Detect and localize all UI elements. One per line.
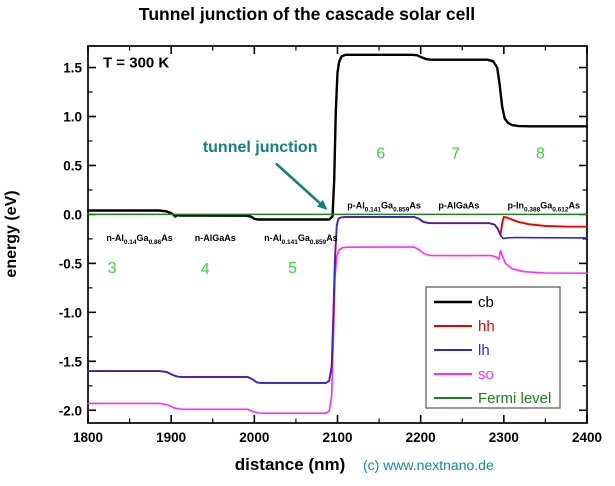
material-label-segment: 0.14 — [124, 239, 137, 246]
y-tick-label: 0.0 — [63, 207, 82, 222]
material-label: n-AlGaAs — [195, 233, 236, 243]
region-number: 5 — [288, 260, 297, 277]
x-tick-label: 1800 — [73, 430, 103, 445]
y-tick-label: -1.0 — [59, 305, 82, 320]
material-label: p-In0.388Ga0.612As — [507, 201, 580, 214]
legend-label: so — [478, 366, 494, 383]
region-number: 7 — [451, 146, 460, 163]
x-tick-label: 2200 — [406, 430, 436, 445]
region-number: 6 — [376, 146, 385, 163]
material-label-segment: 0.859 — [310, 239, 327, 246]
tunnel-junction-arrow-icon — [275, 162, 328, 210]
material-label-segment: p-In — [507, 201, 524, 211]
y-tick-label: 1.5 — [63, 61, 82, 76]
x-axis-label: distance (nm) — [235, 455, 346, 474]
material-label-segment: n-AlGaAs — [195, 233, 236, 243]
y-tick-label: -1.5 — [59, 354, 83, 369]
x-tick-label: 1900 — [156, 430, 186, 445]
material-label: p-Al0.141Ga0.859As — [347, 201, 421, 214]
x-tick-label: 2100 — [322, 430, 352, 445]
material-label-segment: Ga — [381, 201, 394, 211]
legend-item-hh: hh — [434, 318, 495, 335]
legend-label: lh — [478, 342, 490, 359]
material-label-segment: 0.612 — [552, 207, 569, 214]
x-tick-label: 2400 — [572, 430, 602, 445]
y-tick-label: -0.5 — [59, 256, 83, 271]
material-label-segment: As — [161, 233, 173, 243]
material-label-segment: Ga — [540, 201, 553, 211]
material-label-segment: 0.388 — [524, 207, 541, 214]
series-line-lh — [87, 216, 588, 384]
y-tick-label: 1.0 — [63, 110, 82, 125]
legend-box — [425, 286, 561, 409]
y-axis-label: energy (eV) — [3, 190, 20, 277]
material-label-segment: p-Al — [347, 201, 365, 211]
region-number: 3 — [108, 260, 117, 277]
legend-item-cb: cb — [434, 294, 494, 311]
tunnel-junction-annotation: tunnel junction — [203, 139, 318, 156]
x-tick-label: 2300 — [489, 430, 519, 445]
legend-item-fermi-level: Fermi level — [434, 390, 551, 407]
legend-label: hh — [478, 318, 495, 335]
region-number: 8 — [536, 146, 545, 163]
legend-label: Fermi level — [478, 390, 551, 407]
x-tick-label: 2000 — [239, 430, 269, 445]
chart-title: Tunnel junction of the cascade solar cel… — [139, 4, 475, 24]
material-label-segment: 0.86 — [149, 239, 162, 246]
material-label: p-AlGaAs — [438, 201, 479, 211]
material-label-segment: p-AlGaAs — [438, 201, 479, 211]
copyright-text: (c) www.nextnano.de — [363, 457, 494, 473]
material-label-segment: As — [326, 233, 338, 243]
legend-item-so: so — [434, 366, 494, 383]
material-label: n-Al0.14Ga0.86As — [106, 233, 172, 246]
material-label-segment: Ga — [298, 233, 311, 243]
series-line-cb — [86, 53, 589, 221]
material-label-segment: As — [409, 201, 421, 211]
y-tick-label: -2.0 — [59, 403, 82, 418]
material-label-segment: 0.141 — [365, 207, 382, 214]
material-label-segment: 0.141 — [282, 239, 299, 246]
material-label-segment: Ga — [137, 233, 150, 243]
material-label-segment: 0.859 — [393, 207, 410, 214]
legend-item-lh: lh — [434, 342, 490, 359]
y-tick-label: 0.5 — [63, 158, 82, 173]
legend-label: cb — [478, 294, 494, 311]
material-label-segment: n-Al — [264, 233, 282, 243]
temperature-annotation: T = 300 K — [103, 55, 169, 72]
legend: cb hh lh so Fermi level — [425, 286, 561, 409]
series-line-so — [87, 246, 588, 415]
region-number: 4 — [201, 261, 210, 278]
material-label: n-Al0.141Ga0.859As — [264, 233, 338, 246]
material-label-segment: As — [569, 201, 581, 211]
material-label-segment: n-Al — [106, 233, 124, 243]
